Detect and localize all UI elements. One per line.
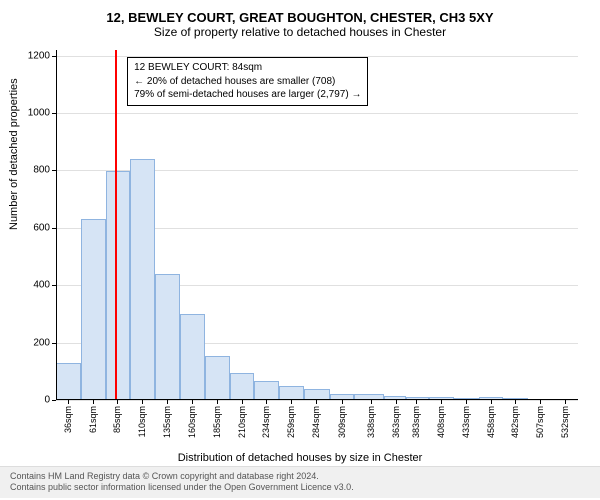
x-tick-mark [142,400,143,404]
x-tick-label: 135sqm [162,406,172,438]
x-tick-label: 408sqm [436,406,446,438]
x-tick-mark [217,400,218,404]
x-tick-label: 36sqm [63,406,73,433]
x-axis-label: Distribution of detached houses by size … [0,452,600,464]
x-tick-label: 507sqm [535,406,545,438]
x-tick-label: 284sqm [311,406,321,438]
callout-line-3: 79% of semi-detached houses are larger (… [134,88,361,102]
x-tick-label: 259sqm [286,406,296,438]
y-tick-label: 0 [44,395,50,406]
x-tick-label: 85sqm [112,406,122,433]
x-tick-mark [242,400,243,404]
histogram-bar [279,386,304,400]
y-tick-label: 400 [33,280,50,291]
plot-area: 02004006008001000120036sqm61sqm85sqm110s… [56,50,578,400]
x-tick-label: 532sqm [560,406,570,438]
y-tick-label: 1200 [28,50,50,61]
x-tick-label: 383sqm [411,406,421,438]
x-tick-mark [396,400,397,404]
x-tick-label: 185sqm [212,406,222,438]
x-tick-mark [491,400,492,404]
y-axis-line [56,50,57,400]
x-tick-mark [117,400,118,404]
y-tick-label: 1000 [28,108,50,119]
y-tick-label: 600 [33,222,50,233]
x-tick-mark [93,400,94,404]
histogram-bar [56,363,81,400]
y-tick-mark [52,400,56,401]
callout-line-1: 12 BEWLEY COURT: 84sqm [134,61,361,75]
x-tick-mark [565,400,566,404]
chart-container: 12, BEWLEY COURT, GREAT BOUGHTON, CHESTE… [0,0,600,500]
histogram-bar [180,314,205,400]
copyright-line-2: Contains public sector information licen… [10,482,590,494]
x-tick-label: 61sqm [88,406,98,433]
callout-box: 12 BEWLEY COURT: 84sqm← 20% of detached … [127,57,368,106]
x-tick-label: 433sqm [461,406,471,438]
x-tick-label: 110sqm [137,406,147,437]
callout-line-2: ← 20% of detached houses are smaller (70… [134,75,361,89]
x-tick-label: 482sqm [510,406,520,438]
histogram-bar [155,274,180,400]
y-tick-label: 200 [33,337,50,348]
x-tick-mark [167,400,168,404]
x-tick-label: 309sqm [337,406,347,438]
property-marker-line [115,50,117,400]
x-tick-mark [266,400,267,404]
y-axis-label: Number of detached properties [8,78,20,230]
copyright-box: Contains HM Land Registry data © Crown c… [0,466,600,498]
x-tick-label: 210sqm [237,406,247,438]
x-tick-mark [192,400,193,404]
x-tick-mark [416,400,417,404]
y-tick-label: 800 [33,165,50,176]
histogram-bar [106,171,130,401]
x-tick-mark [291,400,292,404]
x-tick-label: 160sqm [187,406,197,438]
gridline [56,113,578,114]
copyright-line-1: Contains HM Land Registry data © Crown c… [10,471,590,483]
x-tick-mark [342,400,343,404]
chart-title-sub: Size of property relative to detached ho… [0,25,600,43]
x-tick-mark [441,400,442,404]
x-tick-label: 458sqm [486,406,496,438]
chart-title-main: 12, BEWLEY COURT, GREAT BOUGHTON, CHESTE… [0,0,600,25]
histogram-bar [81,219,106,400]
x-tick-mark [466,400,467,404]
x-tick-label: 234sqm [261,406,271,438]
x-tick-label: 363sqm [391,406,401,438]
x-tick-mark [68,400,69,404]
histogram-bar [254,381,279,401]
histogram-bar [230,373,254,400]
x-tick-mark [371,400,372,404]
histogram-bar [205,356,230,400]
x-tick-mark [540,400,541,404]
x-tick-mark [515,400,516,404]
histogram-bar [130,159,155,400]
x-tick-label: 338sqm [366,406,376,438]
x-tick-mark [316,400,317,404]
x-axis-line [56,399,578,400]
